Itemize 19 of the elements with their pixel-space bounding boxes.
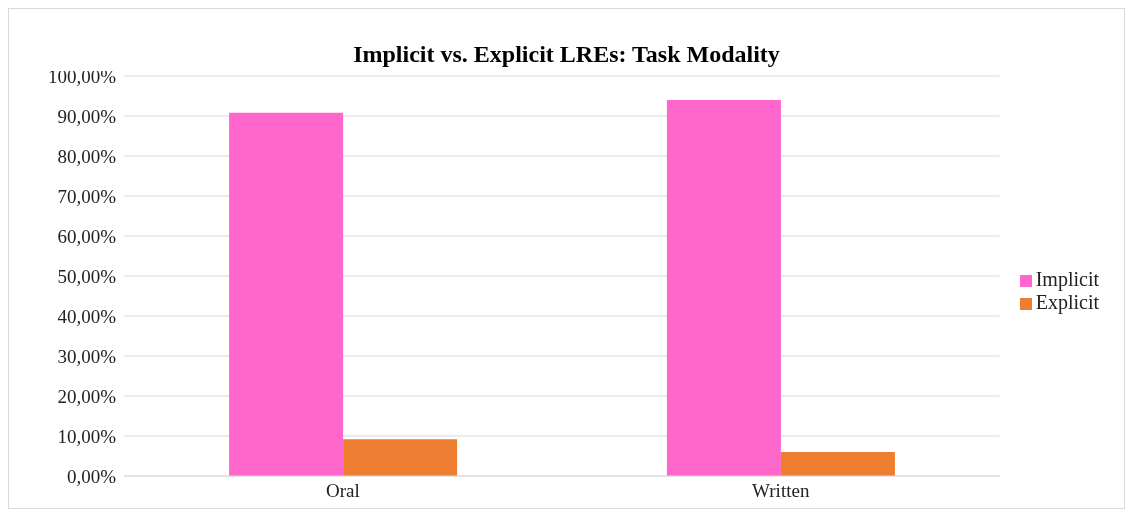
bar bbox=[343, 439, 458, 476]
x-tick-label: Oral bbox=[326, 480, 360, 502]
y-tick-label: 30,00% bbox=[57, 345, 117, 367]
y-tick-label: 60,00% bbox=[57, 225, 117, 247]
legend-label: Explicit bbox=[1035, 291, 1099, 313]
chart-title: Implicit vs. Explicit LREs: Task Modality bbox=[353, 41, 780, 67]
y-tick-label: 70,00% bbox=[57, 185, 117, 207]
y-tick-label: 90,00% bbox=[57, 105, 117, 127]
y-tick-label: 20,00% bbox=[57, 385, 117, 407]
y-tick-label: 40,00% bbox=[57, 305, 117, 327]
y-tick-label: 80,00% bbox=[57, 145, 117, 167]
legend-label: Implicit bbox=[1035, 268, 1099, 290]
y-tick-label: 0,00% bbox=[66, 465, 117, 487]
bar bbox=[666, 100, 781, 476]
bar bbox=[780, 452, 895, 476]
x-tick-label: Written bbox=[752, 480, 810, 502]
bar bbox=[229, 112, 344, 476]
y-tick-label: 50,00% bbox=[57, 265, 117, 287]
y-tick-label: 10,00% bbox=[57, 425, 117, 447]
